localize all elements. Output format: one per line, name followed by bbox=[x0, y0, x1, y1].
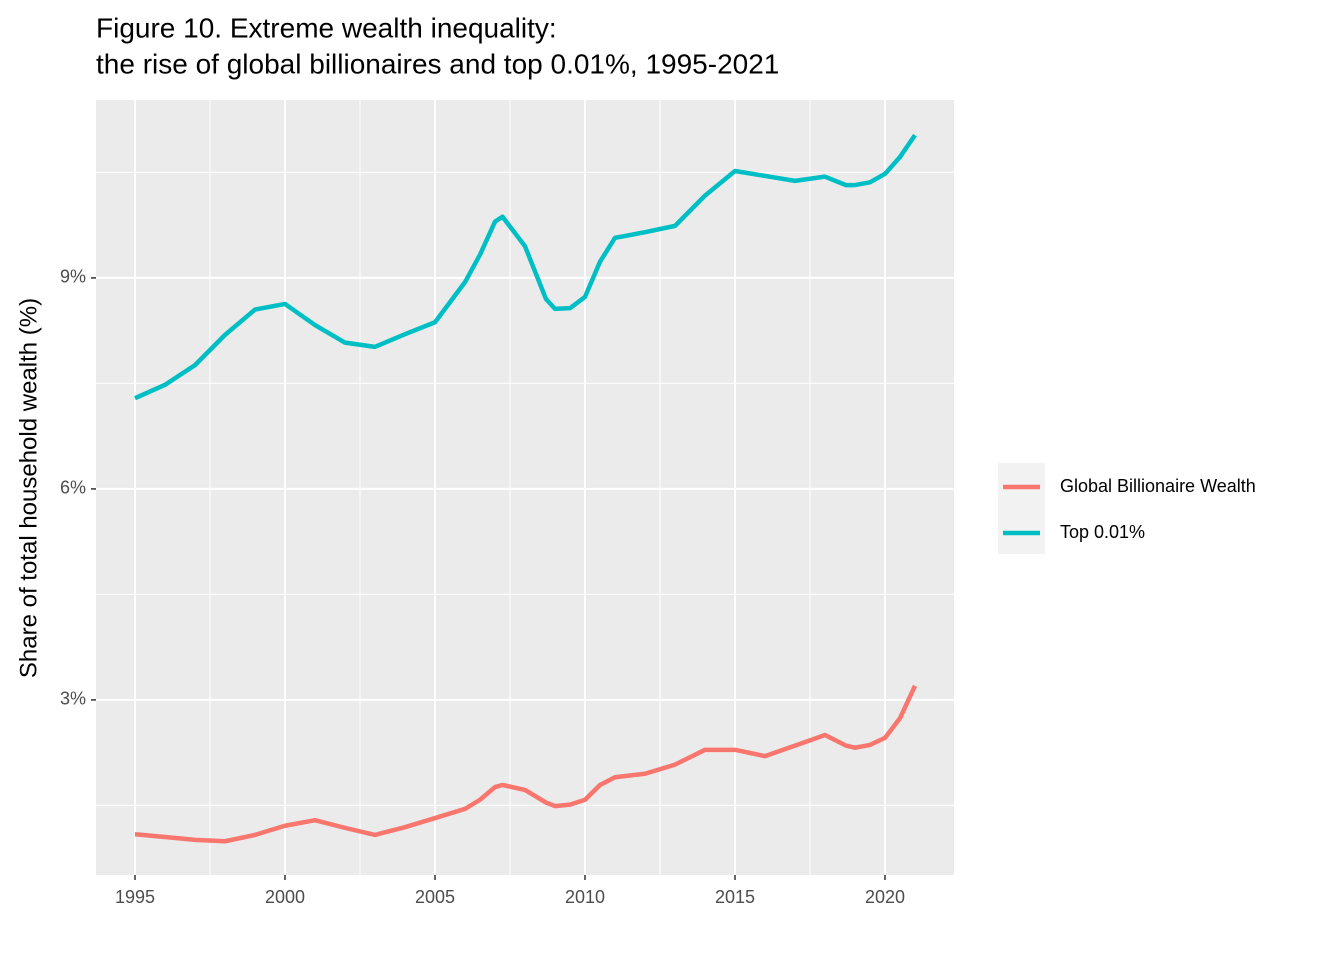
chart-title: Figure 10. Extreme wealth inequality: bbox=[96, 12, 557, 43]
series-line bbox=[134, 133, 917, 401]
x-tick-label: 2005 bbox=[415, 887, 455, 907]
x-tick-label: 2015 bbox=[715, 887, 755, 907]
panel bbox=[96, 100, 954, 875]
legend-label: Top 0.01% bbox=[1060, 522, 1145, 542]
legend-label: Global Billionaire Wealth bbox=[1060, 476, 1256, 496]
chart-title: the rise of global billionaires and top … bbox=[96, 48, 779, 79]
legend-keys bbox=[998, 463, 1045, 554]
y-tick-label: 6% bbox=[60, 478, 86, 498]
series-line bbox=[134, 684, 918, 844]
x-tick-label: 1995 bbox=[115, 887, 155, 907]
y-axis-label: Share of total household wealth (%) bbox=[15, 298, 42, 678]
x-tick-label: 2010 bbox=[565, 887, 605, 907]
y-tick-label: 3% bbox=[60, 689, 86, 709]
x-tick-label: 2000 bbox=[265, 887, 305, 907]
x-tick-label: 2020 bbox=[865, 887, 905, 907]
y-tick-label: 9% bbox=[60, 267, 86, 287]
